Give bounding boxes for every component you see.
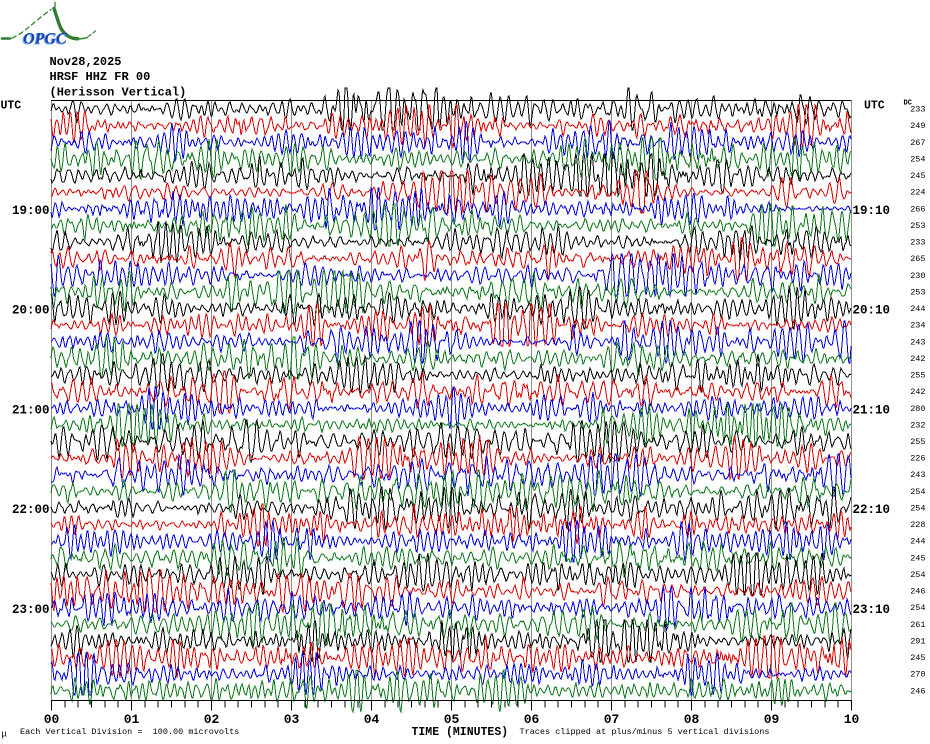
svg-text:245: 245 — [910, 171, 925, 181]
svg-text:TIME (MINUTES): TIME (MINUTES) — [412, 726, 509, 739]
svg-text:261: 261 — [910, 620, 925, 630]
svg-text:DC: DC — [904, 100, 912, 108]
svg-text:20:00: 20:00 — [12, 304, 50, 318]
svg-text:266: 266 — [910, 204, 925, 214]
svg-text:03: 03 — [284, 712, 300, 727]
svg-text:254: 254 — [910, 570, 925, 580]
svg-text:UTC: UTC — [864, 100, 885, 113]
svg-text:245: 245 — [910, 653, 925, 663]
svg-text:19:10: 19:10 — [853, 204, 891, 218]
svg-text:267: 267 — [910, 138, 925, 148]
svg-text:10: 10 — [844, 712, 860, 727]
svg-text:μ: μ — [2, 730, 8, 740]
svg-text:UTC: UTC — [1, 100, 22, 113]
svg-text:254: 254 — [910, 154, 925, 164]
svg-text:253: 253 — [910, 221, 925, 231]
svg-text:242: 242 — [910, 387, 925, 397]
svg-text:02: 02 — [204, 712, 220, 727]
svg-text:242: 242 — [910, 354, 925, 364]
svg-text:253: 253 — [910, 287, 925, 297]
svg-text:23:00: 23:00 — [12, 603, 50, 617]
svg-text:255: 255 — [910, 371, 925, 381]
svg-text:22:10: 22:10 — [853, 503, 891, 517]
svg-text:04: 04 — [364, 712, 380, 727]
svg-text:270: 270 — [910, 670, 925, 680]
svg-text:224: 224 — [910, 188, 925, 198]
svg-text:230: 230 — [910, 271, 925, 281]
svg-text:254: 254 — [910, 487, 925, 497]
svg-text:255: 255 — [910, 437, 925, 447]
svg-text:22:00: 22:00 — [12, 503, 50, 517]
svg-text:Traces clipped at plus/minus 5: Traces clipped at plus/minus 5 vertical … — [520, 727, 770, 737]
svg-text:00: 00 — [44, 712, 60, 727]
svg-text:291: 291 — [910, 636, 925, 646]
svg-text:228: 228 — [910, 520, 925, 530]
svg-text:HRSF HHZ FR 00: HRSF HHZ FR 00 — [50, 70, 151, 84]
svg-text:(Herisson Vertical): (Herisson Vertical) — [50, 85, 187, 99]
svg-text:246: 246 — [910, 686, 925, 696]
svg-text:OPGC: OPGC — [22, 32, 66, 49]
svg-text:OPGC: OPGC — [23, 30, 67, 47]
svg-text:19:00: 19:00 — [12, 204, 50, 218]
svg-text:265: 265 — [910, 254, 925, 264]
svg-text:233: 233 — [910, 105, 925, 115]
svg-text:246: 246 — [910, 587, 925, 597]
svg-text:09: 09 — [764, 712, 780, 727]
svg-text:Each Vertical Division = 100.: Each Vertical Division = 100.00 microvol… — [20, 727, 239, 737]
svg-text:244: 244 — [910, 304, 925, 314]
svg-text:06: 06 — [524, 712, 540, 727]
svg-text:226: 226 — [910, 454, 925, 464]
svg-text:23:10: 23:10 — [853, 603, 891, 617]
svg-text:08: 08 — [684, 712, 700, 727]
svg-text:254: 254 — [910, 603, 925, 613]
svg-text:232: 232 — [910, 420, 925, 430]
svg-text:05: 05 — [444, 712, 460, 727]
svg-text:07: 07 — [604, 712, 620, 727]
svg-text:20:10: 20:10 — [853, 304, 891, 318]
svg-text:Nov28,2025: Nov28,2025 — [50, 55, 122, 69]
svg-text:244: 244 — [910, 537, 925, 547]
svg-text:243: 243 — [910, 337, 925, 347]
svg-text:254: 254 — [910, 503, 925, 513]
svg-text:243: 243 — [910, 470, 925, 480]
svg-text:21:10: 21:10 — [853, 403, 891, 417]
svg-text:234: 234 — [910, 321, 925, 331]
svg-text:21:00: 21:00 — [12, 403, 50, 417]
svg-text:01: 01 — [124, 712, 140, 727]
svg-text:280: 280 — [910, 404, 925, 414]
svg-text:233: 233 — [910, 238, 925, 248]
svg-text:245: 245 — [910, 553, 925, 563]
svg-text:249: 249 — [910, 121, 925, 131]
